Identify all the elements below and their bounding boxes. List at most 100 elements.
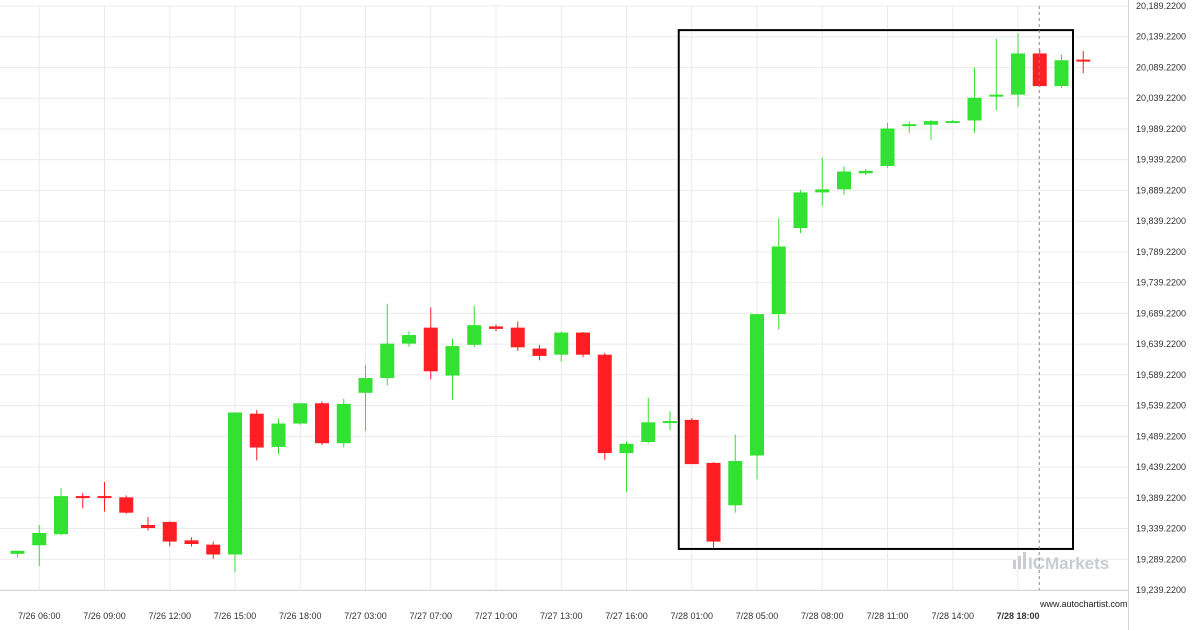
candle-body	[119, 497, 134, 513]
candle-body	[989, 94, 1004, 97]
x-tick-label: 7/28 05:00	[736, 611, 779, 621]
x-tick-label: 7/26 18:00	[279, 611, 322, 621]
y-tick-label: 19,389.2200	[1136, 493, 1186, 503]
x-tick-label: 7/26 12:00	[148, 611, 191, 621]
x-tick-label: 7/27 10:00	[475, 611, 518, 621]
candle	[445, 338, 460, 400]
candle	[228, 412, 242, 573]
y-tick-label: 19,439.2200	[1136, 462, 1186, 472]
candle-body	[641, 422, 656, 442]
candle	[989, 38, 1004, 111]
candle	[924, 119, 938, 141]
y-tick-label: 20,139.2200	[1136, 32, 1186, 42]
candle-body	[445, 346, 460, 376]
x-tick-label: 7/27 13:00	[540, 611, 583, 621]
candle	[271, 418, 286, 455]
candle-body	[315, 403, 329, 444]
x-tick-label: 7/28 01:00	[670, 611, 713, 621]
candle-body	[837, 171, 851, 190]
y-tick-label: 19,939.2200	[1136, 155, 1186, 165]
x-tick-label: 7/28 14:00	[931, 611, 974, 621]
candle-body	[467, 325, 482, 345]
candle-body	[162, 521, 177, 542]
candle	[793, 189, 808, 233]
candle-body	[228, 412, 242, 555]
candle	[1011, 33, 1025, 107]
candle-body	[1011, 53, 1025, 95]
candle	[641, 397, 656, 444]
candle	[880, 122, 895, 168]
candle	[815, 157, 830, 206]
candle-body	[663, 421, 677, 424]
candle	[402, 331, 416, 347]
candle-body	[380, 343, 395, 379]
candle-body	[1054, 60, 1069, 87]
candle-body	[271, 423, 286, 447]
candle-body	[902, 124, 917, 127]
y-tick-label: 20,089.2200	[1136, 62, 1186, 72]
candle-body	[706, 462, 721, 542]
candle-body	[206, 544, 221, 555]
y-tick-label: 19,839.2200	[1136, 216, 1186, 226]
candle-body	[10, 550, 25, 554]
candle	[597, 352, 612, 460]
candle-body	[597, 354, 612, 454]
candle	[489, 324, 503, 332]
x-tick-label: 7/27 16:00	[605, 611, 648, 621]
candle	[184, 537, 199, 547]
y-axis: 19,239.2200 19,289.2200 19,339.2200 19,389.…	[1136, 1, 1186, 595]
candle	[945, 119, 960, 124]
candle	[97, 481, 112, 512]
candle	[423, 307, 438, 380]
candle-body	[554, 332, 569, 355]
x-tick-label: 7/28 11:00	[867, 611, 909, 621]
watermark-text: ICMarkets	[1028, 554, 1109, 573]
candle	[32, 524, 47, 567]
candle-body	[402, 335, 416, 344]
candle	[162, 521, 177, 547]
candle	[771, 218, 786, 330]
candle	[967, 67, 982, 133]
x-tick-label: 7/28 18:00	[996, 611, 1039, 621]
x-tick-label: 7/26 15:00	[214, 611, 257, 621]
candle-body	[75, 496, 90, 499]
candle	[750, 314, 764, 480]
y-tick-label: 20,039.2200	[1136, 93, 1186, 103]
candle-body	[141, 524, 155, 529]
candle	[902, 121, 917, 133]
candle-body	[249, 413, 264, 448]
pattern-box	[677, 29, 1074, 550]
y-tick-label: 19,589.2200	[1136, 370, 1186, 380]
candle-body	[858, 170, 873, 174]
candle-body	[489, 326, 503, 329]
x-tick-label: 7/27 07:00	[409, 611, 452, 621]
candle-body	[967, 97, 982, 121]
candle	[119, 495, 134, 514]
candle	[532, 344, 547, 361]
candle-body	[358, 378, 373, 393]
candle	[358, 365, 373, 431]
y-tick-label: 19,739.2200	[1136, 278, 1186, 288]
candle	[206, 541, 221, 559]
candle	[10, 550, 25, 558]
candle	[54, 488, 68, 536]
candle-body	[510, 327, 525, 348]
candle-body	[684, 419, 699, 465]
autochartist-credit: www.autochartist.com	[1039, 599, 1128, 609]
candle-body	[880, 128, 895, 166]
candle-body	[1076, 59, 1091, 62]
x-tick-label: 7/26 06:00	[18, 611, 61, 621]
candle-body	[293, 403, 308, 424]
candle-body	[815, 189, 830, 193]
y-tick-label: 19,889.2200	[1136, 185, 1186, 195]
y-tick-label: 19,639.2200	[1136, 339, 1186, 349]
candle-body	[924, 121, 938, 125]
candle	[141, 516, 155, 531]
icmarkets-logo-icon	[1013, 552, 1026, 569]
y-tick-label: 19,339.2200	[1136, 524, 1186, 534]
candle	[1076, 51, 1091, 74]
candle-body	[97, 496, 112, 499]
candle	[576, 331, 590, 358]
candle-body	[184, 540, 199, 545]
candle-body	[532, 348, 547, 356]
